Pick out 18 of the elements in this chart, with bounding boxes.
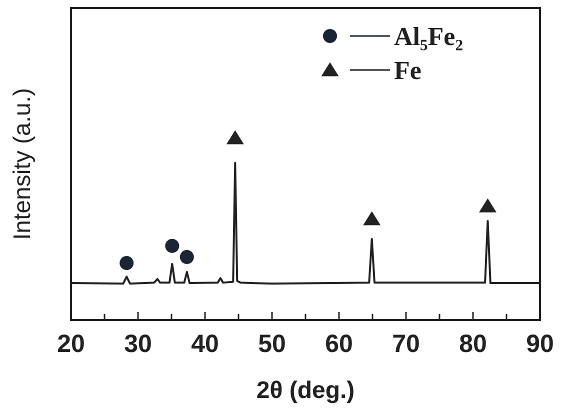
x-tick-label: 50 [258, 330, 286, 358]
x-tick-label: 20 [57, 330, 85, 358]
point [478, 198, 496, 212]
point [363, 211, 381, 226]
point [226, 130, 244, 144]
x-tick-label: 40 [191, 330, 219, 358]
legend-label: Al₅Fe₂ [394, 22, 464, 51]
y-axis-title: Intensity (a.u.) [9, 88, 36, 240]
x-tick-label: 90 [526, 330, 554, 358]
legend-label: Fe [394, 56, 422, 85]
point [165, 238, 180, 253]
x-tick-label: 30 [124, 330, 152, 358]
x-tick-label: 60 [325, 330, 353, 358]
x-tick-label: 70 [392, 330, 420, 358]
x-tick-label: 80 [459, 330, 487, 358]
x-axis-title: 2θ (deg.) [256, 377, 355, 404]
point [180, 250, 194, 264]
point [120, 256, 134, 270]
